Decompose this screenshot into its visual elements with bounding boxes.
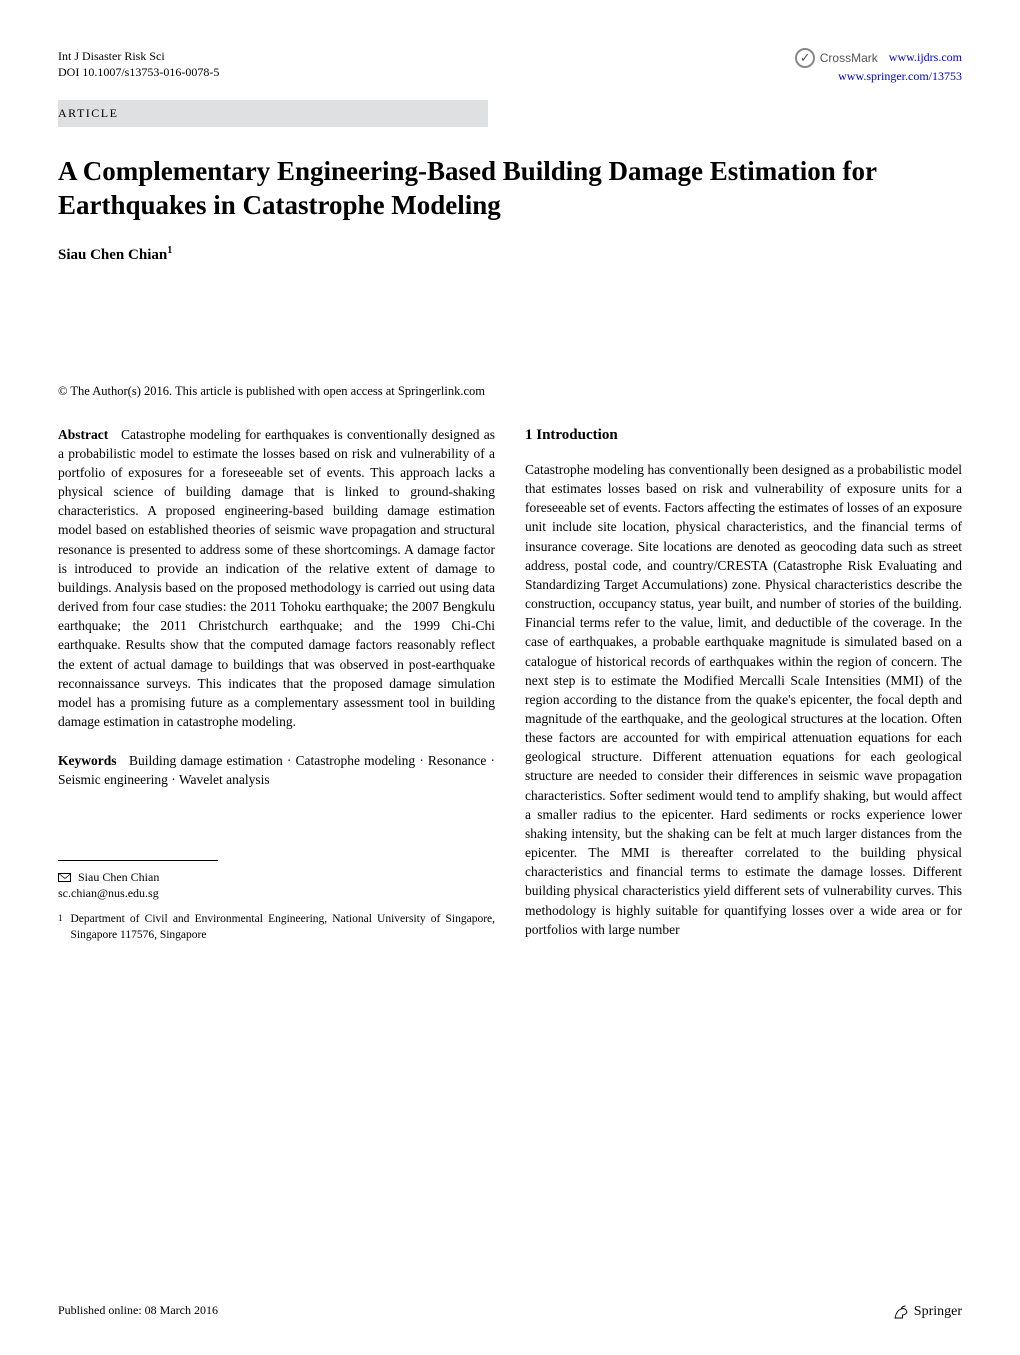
- springer-text: Springer: [914, 1304, 962, 1320]
- crossmark-badge[interactable]: CrossMark: [795, 48, 878, 68]
- page-header: Int J Disaster Risk Sci DOI 10.1007/s137…: [58, 48, 962, 84]
- correspondence-block: Siau Chen Chian sc.chian@nus.edu.sg: [58, 869, 495, 903]
- springer-horse-icon: [892, 1303, 910, 1321]
- two-column-body: Abstract Catastrophe modeling for earthq…: [58, 425, 962, 943]
- author-name: Siau Chen Chian1: [58, 245, 962, 264]
- header-right: CrossMark www.ijdrs.com www.springer.com…: [795, 48, 962, 84]
- abstract-paragraph: Abstract Catastrophe modeling for earthq…: [58, 425, 495, 732]
- intro-heading: 1 Introduction: [525, 425, 962, 446]
- correspondence-separator: [58, 860, 218, 861]
- copyright-line: © The Author(s) 2016. This article is pu…: [58, 384, 962, 399]
- springer-logo: Springer: [892, 1303, 962, 1321]
- doi: DOI 10.1007/s13753-016-0078-5: [58, 64, 219, 80]
- envelope-icon: [58, 873, 71, 882]
- article-type-tag: ARTICLE: [58, 100, 488, 127]
- crossmark-icon: [795, 48, 815, 68]
- springer-link[interactable]: www.springer.com/13753: [838, 69, 962, 83]
- crossmark-label: CrossMark: [820, 50, 878, 66]
- keywords-text: Building damage estimation · Catastrophe…: [58, 753, 495, 787]
- ijdrs-link[interactable]: www.ijdrs.com: [889, 50, 962, 64]
- keywords-label: Keywords: [58, 753, 117, 768]
- affiliation-block: 1 Department of Civil and Environmental …: [58, 912, 495, 943]
- corr-author-email: sc.chian@nus.edu.sg: [58, 885, 495, 902]
- affiliation-number: 1: [58, 912, 63, 943]
- page-footer: Published online: 08 March 2016 Springer: [58, 1303, 962, 1321]
- author-affil-sup: 1: [167, 245, 172, 256]
- abstract-label: Abstract: [58, 427, 108, 442]
- right-column: 1 Introduction Catastrophe modeling has …: [525, 425, 962, 943]
- published-online: Published online: 08 March 2016: [58, 1303, 218, 1321]
- left-column: Abstract Catastrophe modeling for earthq…: [58, 425, 495, 943]
- author-name-text: Siau Chen Chian: [58, 247, 167, 263]
- journal-name: Int J Disaster Risk Sci: [58, 48, 219, 64]
- article-title: A Complementary Engineering-Based Buildi…: [58, 155, 962, 223]
- header-left: Int J Disaster Risk Sci DOI 10.1007/s137…: [58, 48, 219, 80]
- abstract-text: Catastrophe modeling for earthquakes is …: [58, 427, 495, 729]
- keywords-paragraph: Keywords Building damage estimation · Ca…: [58, 751, 495, 789]
- corr-author-name: Siau Chen Chian: [78, 870, 159, 884]
- intro-text: Catastrophe modeling has conventionally …: [525, 460, 962, 939]
- affiliation-text: Department of Civil and Environmental En…: [71, 912, 496, 943]
